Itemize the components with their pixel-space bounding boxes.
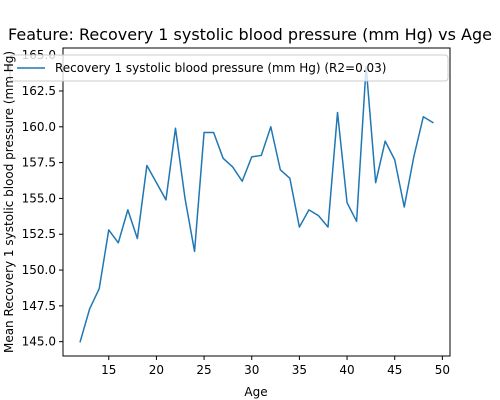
legend: Recovery 1 systolic blood pressure (mm H… xyxy=(9,54,449,82)
x-tick-label: 50 xyxy=(435,363,450,377)
series-line xyxy=(79,65,434,343)
x-tick-label: 40 xyxy=(339,363,354,377)
x-axis-label: Age xyxy=(244,385,267,399)
x-tick-label: 25 xyxy=(196,363,211,377)
y-tick-label: 157.5 xyxy=(22,156,56,170)
y-tick-label: 155.0 xyxy=(22,191,56,205)
chart-title: Feature: Recovery 1 systolic blood press… xyxy=(8,25,492,44)
x-tick-label: 30 xyxy=(244,363,259,377)
y-tick-label: 160.0 xyxy=(22,120,56,134)
plot-frame xyxy=(62,47,451,357)
y-tick-label: 150.0 xyxy=(22,263,56,277)
y-tick-label: 162.5 xyxy=(22,84,56,98)
y-tick-label: 147.5 xyxy=(22,299,56,313)
series-group xyxy=(79,65,434,343)
x-tick-label: 35 xyxy=(292,363,307,377)
x-tick-label: 15 xyxy=(101,363,116,377)
y-axis-label: Mean Recovery 1 systolic blood pressure … xyxy=(2,51,16,353)
x-tick-label: 45 xyxy=(387,363,402,377)
legend-box xyxy=(9,54,449,82)
y-tick-label: 145.0 xyxy=(22,335,56,349)
legend-label: Recovery 1 systolic blood pressure (mm H… xyxy=(55,61,386,75)
y-tick-label: 152.5 xyxy=(22,227,56,241)
x-tick-label: 20 xyxy=(149,363,164,377)
